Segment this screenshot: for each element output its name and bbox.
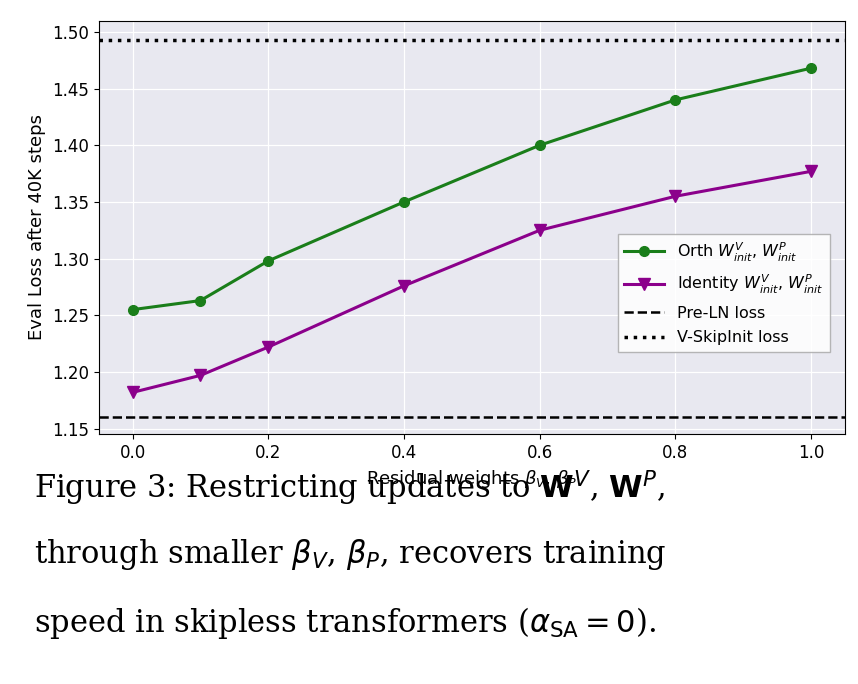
Text: Figure 3: Restricting updates to $\mathbf{W}^V$, $\mathbf{W}^P$,: Figure 3: Restricting updates to $\mathb… [34, 469, 665, 508]
Legend: Orth $W^V_{init}$, $W^P_{init}$, Identity $W^V_{init}$, $W^P_{init}$, Pre-LN los: Orth $W^V_{init}$, $W^P_{init}$, Identit… [618, 234, 830, 352]
Y-axis label: Eval Loss after 40K steps: Eval Loss after 40K steps [28, 114, 46, 341]
Text: speed in skipless transformers ($\alpha_{\mathrm{SA}} = 0$).: speed in skipless transformers ($\alpha_… [34, 605, 656, 642]
X-axis label: Residual weights $\beta_V$, $\beta_P$: Residual weights $\beta_V$, $\beta_P$ [366, 468, 577, 490]
Text: through smaller $\beta_V$, $\beta_P$, recovers training: through smaller $\beta_V$, $\beta_P$, re… [34, 537, 667, 572]
